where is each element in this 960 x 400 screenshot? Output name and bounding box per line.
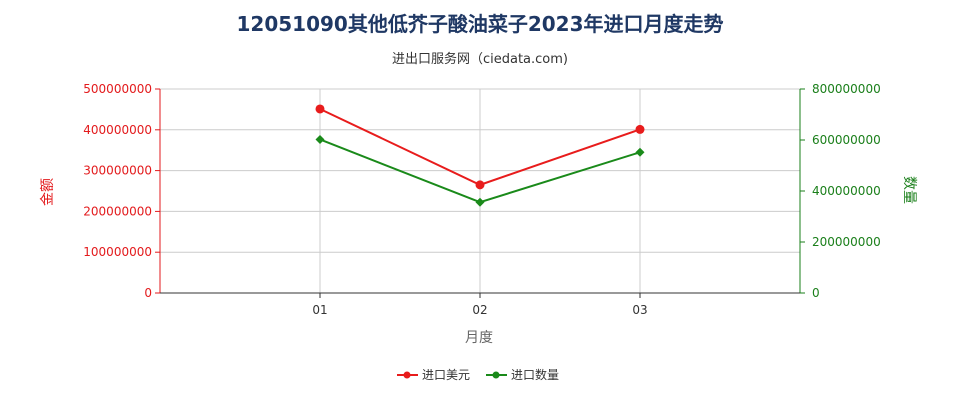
- left-tick-label: 500000000: [83, 82, 152, 96]
- left-tick-label: 300000000: [83, 164, 152, 178]
- right-tick-label: 600000000: [812, 133, 881, 147]
- left-tick-label: 400000000: [83, 123, 152, 137]
- left-tick-label: 100000000: [83, 245, 152, 259]
- left-axis-ticks: 0 100000000 200000000 300000000 400000000 500…: [83, 82, 160, 300]
- right-tick-label: 800000000: [812, 82, 881, 96]
- x-axis-title: 月度: [465, 330, 493, 346]
- right-tick-label: 0: [812, 286, 820, 300]
- x-tick-label: 03: [632, 303, 647, 317]
- series-group: [315, 104, 645, 207]
- x-axis-ticks: 01 02 03: [312, 293, 648, 317]
- chart-title: 12051090其他低芥子酸油菜子2023年进口月度走势: [236, 12, 724, 36]
- y-left-axis-title: 金额: [40, 178, 56, 206]
- point-quantity-03[interactable]: [635, 147, 645, 157]
- point-usd-01[interactable]: [315, 104, 325, 114]
- chart-subtitle: 进出口服务网（ciedata.com): [391, 52, 568, 67]
- legend-item-quantity[interactable]: 进口数量: [486, 367, 559, 382]
- x-tick-label: 02: [472, 303, 487, 317]
- point-usd-02[interactable]: [475, 180, 485, 190]
- point-usd-03[interactable]: [635, 124, 645, 134]
- left-tick-label: 200000000: [83, 204, 152, 218]
- y-right-axis-title: 数量: [901, 176, 917, 204]
- right-tick-label: 400000000: [812, 184, 881, 198]
- legend-item-usd[interactable]: 进口美元: [397, 368, 470, 382]
- grid-lines: [160, 88, 801, 293]
- legend-label-usd: 进口美元: [422, 368, 470, 382]
- legend: 进口美元 进口数量: [397, 367, 559, 382]
- left-tick-label: 0: [144, 286, 152, 300]
- point-quantity-01[interactable]: [315, 134, 325, 144]
- point-quantity-02[interactable]: [475, 197, 485, 207]
- right-tick-label: 200000000: [812, 235, 881, 249]
- right-axis-ticks: 0 200000000 400000000 600000000 800000000: [800, 82, 881, 300]
- x-tick-label: 01: [312, 303, 327, 317]
- legend-label-quantity: 进口数量: [511, 367, 559, 382]
